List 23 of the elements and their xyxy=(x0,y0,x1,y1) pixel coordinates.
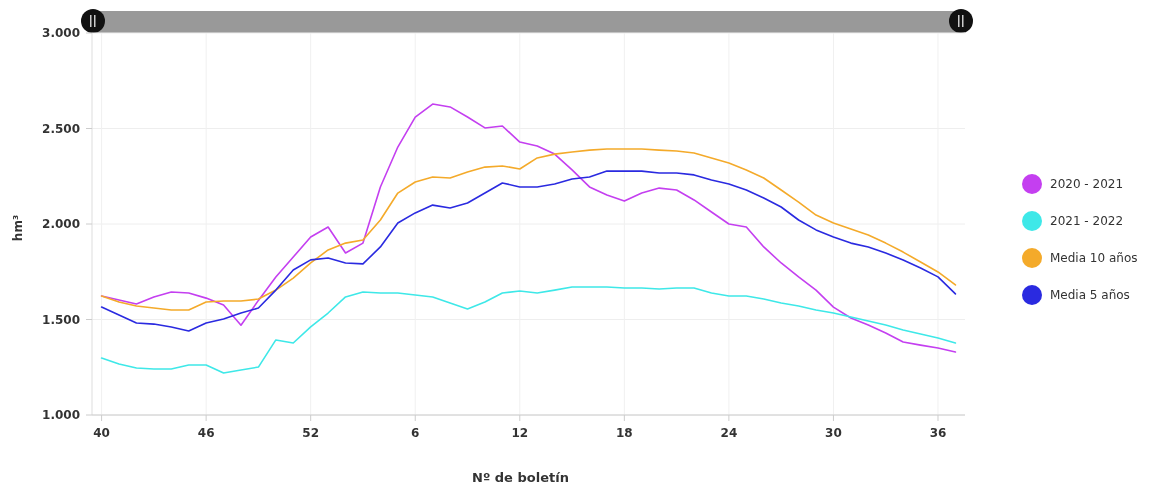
legend-label: Media 5 años xyxy=(1050,288,1130,303)
y-axis-title: hm³ xyxy=(11,214,25,242)
y-tick-label: 1.000 xyxy=(42,408,80,423)
x-tick-label: 18 xyxy=(615,426,633,440)
x-tick-label: 30 xyxy=(825,426,842,440)
x-tick-label: 24 xyxy=(720,426,738,440)
x-axis-title: Nº de boletín xyxy=(472,470,569,485)
x-tick-label: 40 xyxy=(93,426,110,440)
y-tick-label: 2.000 xyxy=(42,217,80,232)
legend-label: 2020 - 2021 xyxy=(1050,177,1124,192)
x-tick-label: 6 xyxy=(411,426,420,440)
y-tick-label: 2.500 xyxy=(42,121,80,136)
x-tick-label: 52 xyxy=(302,426,320,440)
y-tick-label: 3.000 xyxy=(42,26,80,41)
legend-label: Media 10 años xyxy=(1050,251,1138,266)
x-tick-label: 46 xyxy=(197,426,215,440)
x-tick-label: 12 xyxy=(511,426,529,440)
y-tick-label: 1.500 xyxy=(42,312,80,327)
x-tick-label: 36 xyxy=(929,426,947,440)
line-series xyxy=(100,148,957,311)
line-series xyxy=(100,286,957,374)
legend-label: 2021 - 2022 xyxy=(1050,214,1124,229)
line-series xyxy=(100,170,957,332)
